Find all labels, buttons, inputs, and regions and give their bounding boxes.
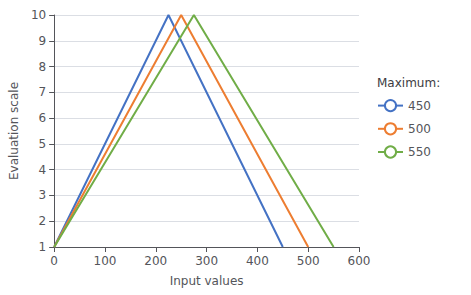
svg-text:10: 10: [31, 8, 46, 22]
svg-text:5: 5: [39, 137, 47, 151]
svg-text:0: 0: [50, 254, 58, 268]
svg-text:200: 200: [144, 254, 167, 268]
svg-text:2: 2: [39, 214, 47, 228]
svg-text:500: 500: [408, 122, 431, 136]
svg-text:1: 1: [39, 240, 47, 254]
svg-text:400: 400: [246, 254, 269, 268]
svg-text:6: 6: [39, 111, 47, 125]
svg-text:8: 8: [39, 60, 47, 74]
svg-text:550: 550: [408, 145, 431, 159]
svg-text:Maximum:: Maximum:: [377, 76, 440, 90]
svg-text:9: 9: [39, 34, 47, 48]
svg-text:3: 3: [39, 188, 47, 202]
svg-text:300: 300: [195, 254, 218, 268]
svg-text:Input values: Input values: [170, 274, 244, 288]
svg-text:500: 500: [297, 254, 320, 268]
svg-text:100: 100: [94, 254, 117, 268]
svg-text:450: 450: [408, 99, 431, 113]
svg-text:600: 600: [348, 254, 371, 268]
svg-text:Evaluation scale: Evaluation scale: [7, 82, 21, 180]
svg-text:4: 4: [39, 163, 47, 177]
svg-text:7: 7: [39, 85, 47, 99]
